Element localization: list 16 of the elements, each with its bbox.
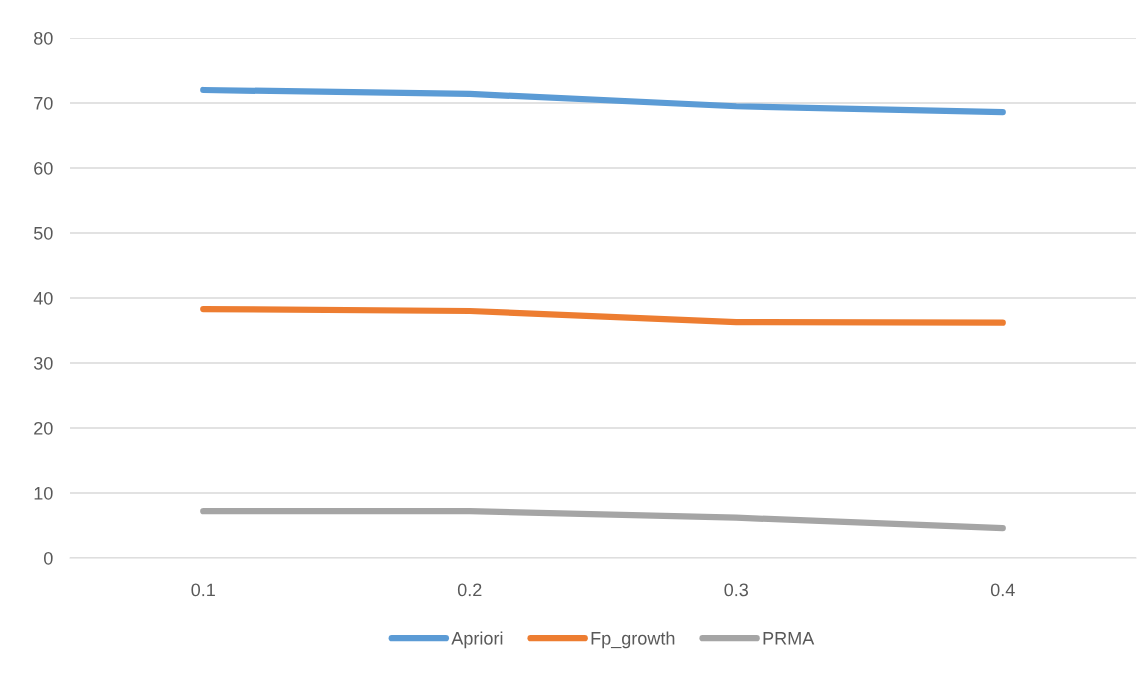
y-tick-label: 60 [34,161,53,175]
x-tick-label: 0.3 [724,583,749,597]
y-tick-label: 50 [33,226,53,240]
y-tick-label: 30 [33,356,53,370]
y-tick-label: 70 [34,96,53,110]
y-tick-label: 80 [34,31,53,45]
y-tick-label: 0 [44,551,53,565]
x-tick-label: 0.2 [457,583,482,597]
legend-label: Apriori [451,631,503,649]
y-tick-label: 40 [33,291,53,305]
legend-label: Fp_growth [591,631,675,649]
x-tick-label: 0.1 [191,583,215,597]
legend-label: PRMA [763,632,815,645]
y-tick-label: 20 [34,421,53,435]
y-tick-label: 10 [34,486,53,500]
x-tick-label: 0.4 [990,583,1015,597]
